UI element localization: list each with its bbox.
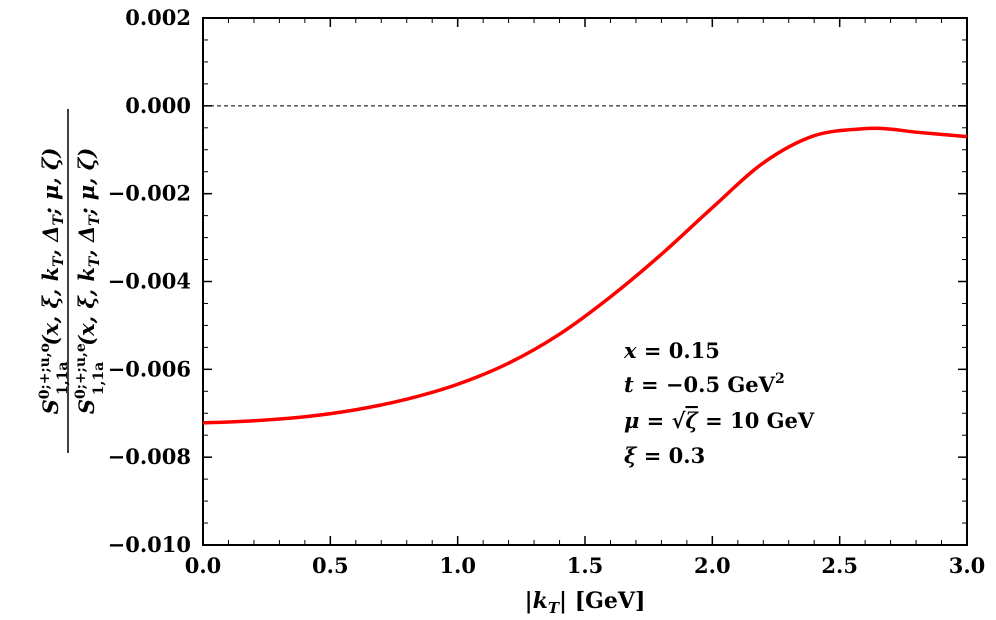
ylabel-numerator: S0;+;u,o 1,1a(x, ξ, kT, ΔT; μ, ζ)	[37, 148, 71, 415]
annotation-xi: ξ = 0.3	[624, 443, 705, 468]
annotation-t: t = −0.5 GeV2	[624, 371, 785, 397]
y-tick-label: 0.002	[125, 5, 191, 30]
y-axis-title: S0;+;u,o 1,1a(x, ξ, kT, ΔT; μ, ζ) S0;+;u,…	[37, 109, 107, 453]
x-tick-label: 3.0	[949, 553, 986, 578]
y-tick-label: −0.004	[108, 269, 191, 294]
annotation-x: x = 0.15	[623, 338, 720, 363]
x-tick-label: 2.0	[694, 553, 731, 578]
y-tick-label: −0.010	[108, 532, 191, 557]
x-tick-label: 0.5	[312, 553, 349, 578]
x-tick-label: 1.0	[439, 553, 476, 578]
xlabel-k-sub: T	[548, 599, 561, 617]
xlabel-k: k	[533, 588, 548, 614]
ticks: 0.0 0.5 1.0 1.5 2.0 2.5 3.0 −0.010 −0.008 −0.006 −…	[108, 5, 986, 578]
x-tick-label: 0.0	[185, 553, 222, 578]
x-tick-label: 2.5	[821, 553, 858, 578]
y-tick-label: −0.002	[108, 181, 191, 206]
ylabel-denominator: S0;+;u,e 1,1a(x, ξ, kT, ΔT; μ, ζ)	[73, 148, 107, 414]
y-tick-label: 0.000	[125, 93, 191, 118]
xlabel-bar-left: |	[525, 588, 533, 614]
x-tick-label: 1.5	[567, 553, 604, 578]
annotation-mu: μ = √ζ = 10 GeV	[624, 408, 815, 433]
plot-frame	[202, 17, 968, 546]
xlabel-bar-right: |	[559, 588, 567, 614]
xlabel-unit: [GeV]	[567, 588, 645, 614]
x-axis-title: |kT| [GeV]	[525, 588, 646, 617]
y-tick-label: −0.006	[108, 356, 191, 381]
data-line-ratio	[202, 126, 968, 425]
y-tick-label: −0.008	[108, 444, 191, 469]
